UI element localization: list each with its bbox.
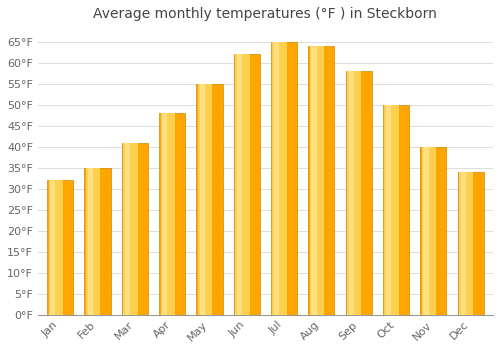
- Bar: [234, 54, 260, 315]
- Bar: [460, 172, 466, 315]
- Bar: [122, 142, 148, 315]
- Bar: [196, 84, 222, 315]
- Title: Average monthly temperatures (°F ) in Steckborn: Average monthly temperatures (°F ) in St…: [94, 7, 438, 21]
- Bar: [346, 71, 372, 315]
- Bar: [50, 180, 56, 315]
- Bar: [459, 172, 473, 315]
- Bar: [422, 147, 436, 315]
- Bar: [274, 42, 280, 315]
- Bar: [312, 46, 316, 315]
- Bar: [200, 84, 205, 315]
- Bar: [349, 71, 354, 315]
- Bar: [308, 46, 334, 315]
- Bar: [272, 42, 287, 315]
- Bar: [420, 147, 446, 315]
- Bar: [159, 113, 185, 315]
- Bar: [160, 113, 175, 315]
- Bar: [48, 180, 63, 315]
- Bar: [271, 42, 297, 315]
- Bar: [310, 46, 324, 315]
- Bar: [386, 105, 392, 315]
- Bar: [88, 168, 93, 315]
- Bar: [125, 142, 130, 315]
- Bar: [198, 84, 212, 315]
- Bar: [424, 147, 428, 315]
- Bar: [86, 168, 101, 315]
- Bar: [347, 71, 362, 315]
- Bar: [235, 54, 250, 315]
- Bar: [84, 168, 110, 315]
- Bar: [47, 180, 74, 315]
- Bar: [384, 105, 399, 315]
- Bar: [458, 172, 483, 315]
- Bar: [383, 105, 409, 315]
- Bar: [237, 54, 242, 315]
- Bar: [162, 113, 168, 315]
- Bar: [123, 142, 138, 315]
